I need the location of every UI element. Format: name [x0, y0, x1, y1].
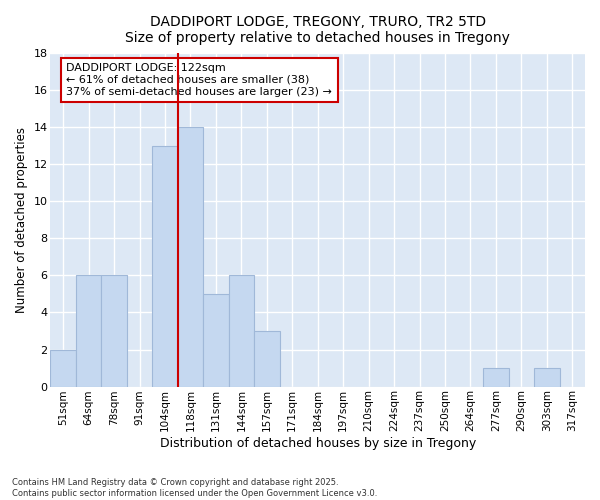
Title: DADDIPORT LODGE, TREGONY, TRURO, TR2 5TD
Size of property relative to detached h: DADDIPORT LODGE, TREGONY, TRURO, TR2 5TD… [125, 15, 510, 45]
Y-axis label: Number of detached properties: Number of detached properties [15, 127, 28, 313]
Text: DADDIPORT LODGE: 122sqm
← 61% of detached houses are smaller (38)
37% of semi-de: DADDIPORT LODGE: 122sqm ← 61% of detache… [67, 64, 332, 96]
Bar [483, 368, 509, 386]
Bar [203, 294, 229, 386]
Bar [178, 128, 203, 386]
Text: Contains HM Land Registry data © Crown copyright and database right 2025.
Contai: Contains HM Land Registry data © Crown c… [12, 478, 377, 498]
Bar [229, 276, 254, 386]
Bar [50, 350, 76, 387]
Bar [76, 276, 101, 386]
Bar [152, 146, 178, 386]
X-axis label: Distribution of detached houses by size in Tregony: Distribution of detached houses by size … [160, 437, 476, 450]
Bar [254, 331, 280, 386]
Bar [101, 276, 127, 386]
Bar [534, 368, 560, 386]
